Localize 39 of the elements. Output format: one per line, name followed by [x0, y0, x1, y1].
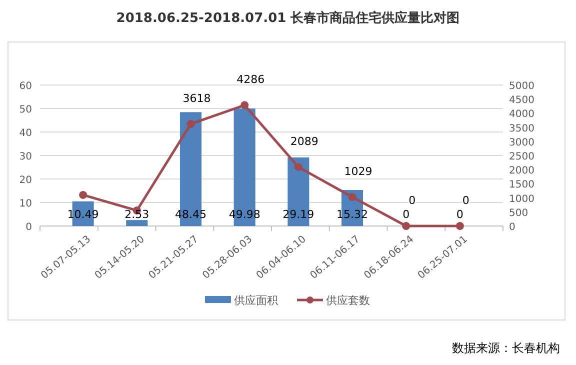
data-label: 1029 — [344, 164, 372, 178]
point — [186, 120, 195, 128]
y-tick-label: 30 — [19, 152, 32, 162]
y-tick-label: 50 — [19, 104, 32, 116]
data-label: 4286 — [236, 73, 265, 86]
y-tick-label: 60 — [19, 81, 32, 92]
point — [240, 101, 249, 110]
point — [456, 222, 464, 230]
point — [294, 163, 302, 172]
data-label: 0 — [408, 194, 416, 207]
y2-tick-label: 3000 — [509, 137, 534, 148]
data-label: 2089 — [290, 135, 318, 148]
data-label: 0 — [462, 194, 470, 207]
y-tick-label: 20 — [19, 175, 32, 186]
y2-tick-label: 2500 — [509, 152, 534, 162]
legend-label: 供应面积 — [234, 294, 278, 307]
y-tick-label: 0 — [26, 222, 32, 233]
data-label: 0 — [402, 208, 410, 221]
point — [348, 192, 356, 201]
data-label: 0 — [456, 208, 464, 221]
y2-tick-label: 5000 — [509, 81, 534, 92]
y-tick-label: 10 — [19, 198, 32, 210]
y2-tick-label: 4500 — [509, 95, 534, 106]
point — [79, 190, 88, 199]
data-label: 2.53 — [124, 208, 150, 221]
y-tick-label: 40 — [19, 128, 32, 139]
data-label: 3618 — [182, 92, 211, 105]
chart-title: 2018.06.25-2018.07.01 长春市商品住宅供应量比对图 — [116, 10, 460, 26]
y2-tick-label: 0 — [509, 222, 516, 233]
y2-tick-label: 4000 — [509, 109, 534, 120]
y2-tick-label: 1500 — [509, 180, 534, 191]
point — [402, 222, 410, 230]
y2-tick-label: 3500 — [509, 123, 534, 134]
source-note: 数据来源：长春机构 — [452, 341, 560, 355]
bar — [126, 220, 148, 226]
y2-tick-label: 500 — [509, 208, 528, 219]
y2-tick-label: 2000 — [509, 166, 534, 177]
y2-tick-label: 1000 — [509, 194, 534, 205]
legend-label: 供应套数 — [326, 294, 370, 307]
